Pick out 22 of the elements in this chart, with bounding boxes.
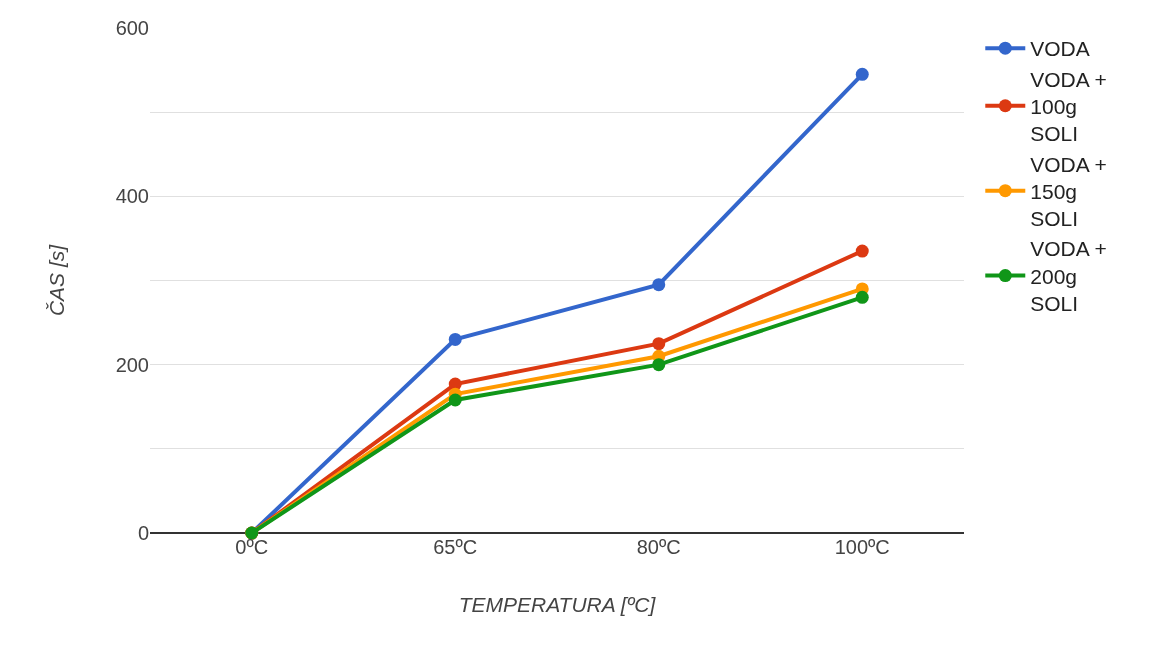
x-tick-label: 100ºC (834, 536, 890, 558)
x-tick-label: 65ºC (433, 536, 478, 558)
point (652, 337, 666, 351)
y-tick-label: 0 (137, 522, 149, 544)
point (855, 67, 869, 81)
x-tick-label: 0ºC (235, 536, 269, 558)
x-tick-label: 80ºC (636, 536, 681, 558)
legend-label: VODA + 100g SOLI (1030, 67, 1107, 146)
point (448, 393, 462, 407)
point (855, 290, 869, 304)
point (448, 332, 462, 346)
y-axis-title: ČAS [s] (44, 243, 68, 317)
legend-label: VODA + 150g SOLI (1030, 152, 1107, 231)
point (652, 278, 666, 292)
point (652, 358, 666, 372)
point (855, 244, 869, 258)
legend-label: VODA (1030, 37, 1090, 61)
y-tick-label: 200 (115, 353, 149, 376)
legend-label: VODA + 200g SOLI (1030, 237, 1107, 316)
y-tick-label: 400 (115, 185, 149, 208)
x-axis-title: TEMPERATURA [ºC] (458, 593, 657, 617)
y-tick-label: 600 (115, 17, 149, 39)
